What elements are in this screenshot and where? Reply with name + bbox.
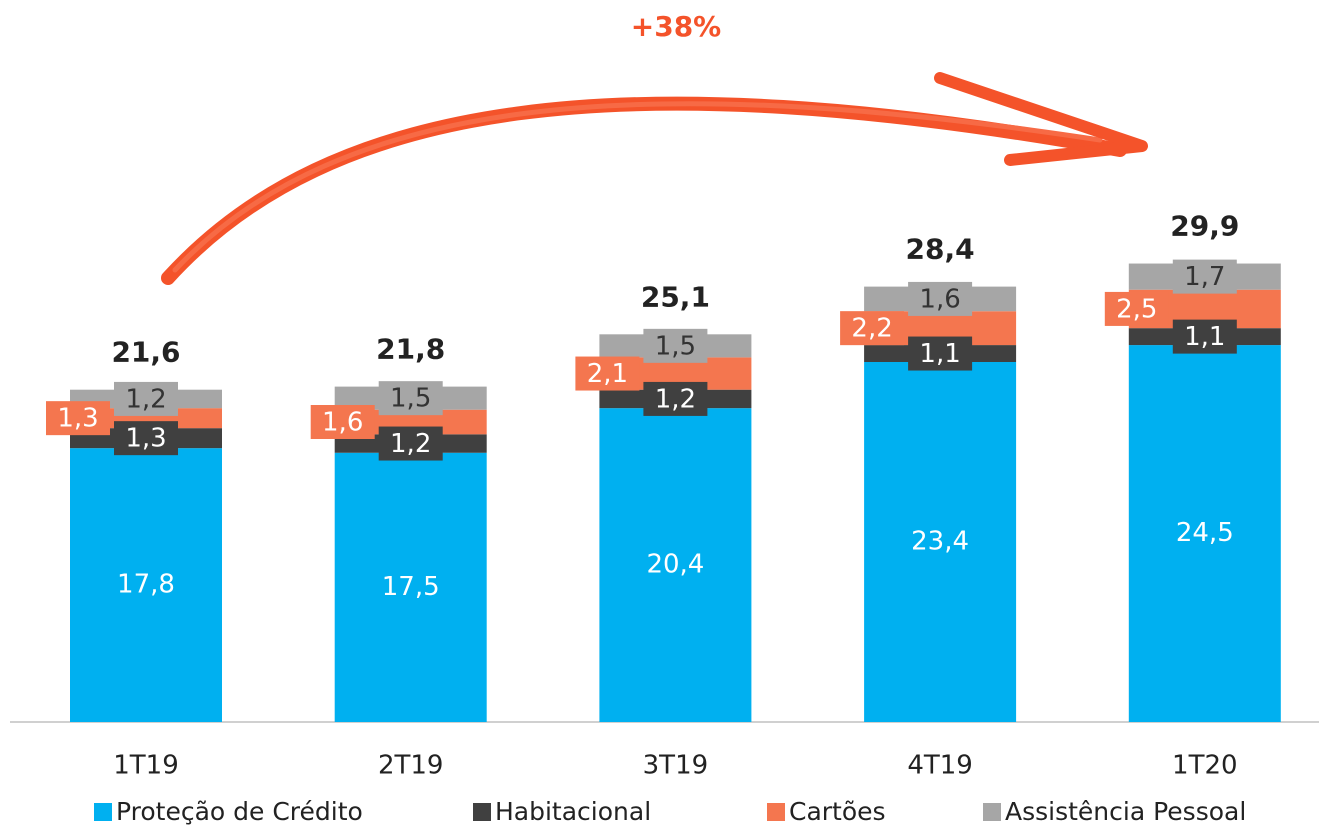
value-label: 1,6 <box>322 408 363 438</box>
value-label: 1,5 <box>390 384 431 414</box>
label-box <box>46 401 110 436</box>
bar-segment <box>599 408 752 722</box>
label-box <box>908 281 973 316</box>
value-label: 1,2 <box>125 384 166 414</box>
bar-segment <box>334 452 487 722</box>
total-label: 21,6 <box>111 336 180 369</box>
label-box <box>114 381 178 416</box>
x-tick-label: 1T20 <box>1172 751 1238 781</box>
value-label: 1,6 <box>919 284 960 314</box>
growth-arrow <box>161 72 1148 285</box>
value-label: 2,1 <box>587 359 628 389</box>
value-label: 1,7 <box>1184 262 1225 292</box>
label-box <box>310 405 375 439</box>
total-label: 28,4 <box>906 233 975 266</box>
label-box <box>1104 291 1169 326</box>
total-label: 21,8 <box>376 333 445 366</box>
label-box <box>575 356 640 391</box>
x-tick-label: 3T19 <box>643 751 709 781</box>
label-box <box>378 426 443 461</box>
label-box <box>1172 259 1237 294</box>
arrow-head <box>934 72 1148 166</box>
legend-label: Cartões <box>789 797 886 826</box>
legend-swatch <box>983 803 1001 821</box>
bar-segment <box>1128 345 1281 722</box>
x-tick-label: 2T19 <box>378 751 444 781</box>
bar-segment <box>70 448 222 722</box>
total-label: 25,1 <box>641 280 710 313</box>
x-tick-label: 4T19 <box>907 751 973 781</box>
legend-swatch <box>94 803 112 821</box>
value-label: 1,3 <box>125 424 166 454</box>
value-label: 24,5 <box>1176 518 1234 548</box>
value-label: 23,4 <box>911 527 969 557</box>
annotation: +38% <box>631 10 721 43</box>
value-label: 2,2 <box>851 314 892 344</box>
bar-segment <box>864 362 1017 722</box>
value-label: 1,2 <box>390 429 431 459</box>
value-label: 17,5 <box>382 572 440 602</box>
value-label: 1,1 <box>1184 322 1225 352</box>
legend-label: Proteção de Crédito <box>116 797 363 826</box>
label-box <box>378 381 443 416</box>
label-box <box>114 421 178 456</box>
arrow-stroke <box>172 101 1103 273</box>
legend-label: Habitacional <box>495 797 651 826</box>
total-label: 29,9 <box>1170 210 1239 243</box>
label-box <box>643 328 708 363</box>
value-label: 1,3 <box>57 404 98 434</box>
label-box <box>1172 319 1237 354</box>
legend-swatch <box>473 803 491 821</box>
value-label: 2,5 <box>1116 294 1157 324</box>
value-label: 1,5 <box>655 331 696 361</box>
legend-swatch <box>767 803 785 821</box>
value-label: 1,2 <box>655 384 696 414</box>
value-label: 1,1 <box>919 339 960 369</box>
x-tick-label: 1T19 <box>113 751 179 781</box>
label-box <box>908 336 973 371</box>
label-box <box>840 311 905 346</box>
value-label: 20,4 <box>646 550 704 580</box>
value-label: 17,8 <box>117 570 175 600</box>
legend-label: Assistência Pessoal <box>1005 797 1246 826</box>
arrow-curve <box>161 96 1127 285</box>
label-box <box>643 381 708 416</box>
